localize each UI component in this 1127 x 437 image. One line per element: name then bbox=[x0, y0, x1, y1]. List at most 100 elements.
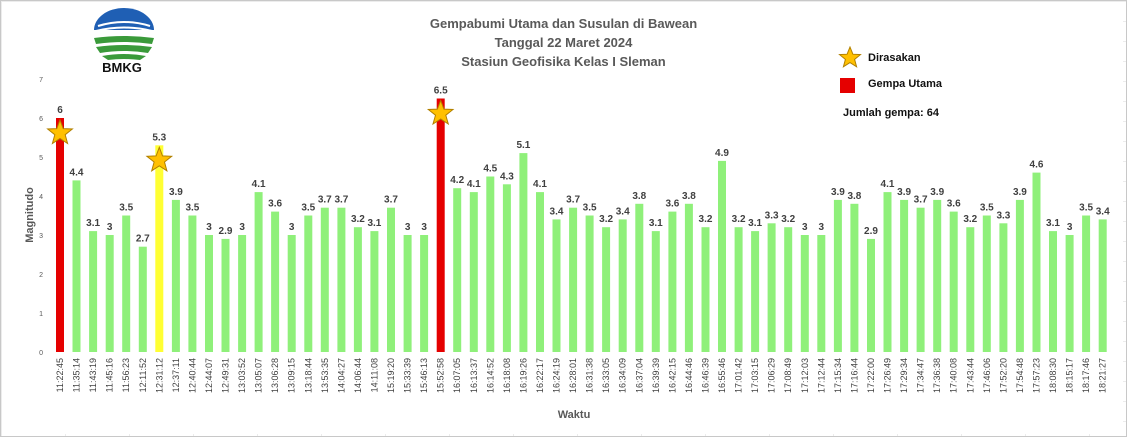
x-tick-label: 16:46:39 bbox=[701, 358, 711, 393]
bar-value-label: 3.9 bbox=[930, 187, 944, 198]
y-tick-label: 5 bbox=[39, 155, 43, 162]
y-tick-label: 2 bbox=[39, 272, 43, 279]
bar-value-label: 3 bbox=[405, 222, 411, 233]
x-tick-label: 16:34:09 bbox=[618, 358, 628, 393]
bar bbox=[486, 176, 495, 352]
earthquake-count: Jumlah gempa: 64 bbox=[843, 107, 939, 119]
bar bbox=[1015, 199, 1024, 352]
bar bbox=[751, 231, 760, 352]
bar-value-label: 4.5 bbox=[483, 164, 497, 175]
bar-value-label: 3.2 bbox=[963, 214, 977, 225]
bar bbox=[999, 223, 1008, 352]
bar bbox=[337, 207, 346, 352]
x-tick-label: 17:34:47 bbox=[916, 358, 926, 393]
bar bbox=[502, 184, 511, 352]
x-tick-label: 17:57:23 bbox=[1032, 358, 1042, 393]
bar bbox=[205, 235, 213, 352]
x-tick-label: 15:33:39 bbox=[403, 358, 413, 393]
y-tick-label: 4 bbox=[39, 194, 43, 201]
bar-value-label: 3.4 bbox=[1096, 206, 1110, 217]
bar bbox=[271, 211, 280, 352]
bar bbox=[1032, 172, 1041, 352]
bar bbox=[320, 207, 329, 352]
x-tick-label: 16:13:37 bbox=[469, 358, 479, 393]
bar bbox=[933, 199, 942, 352]
bar-value-label: 3.1 bbox=[1046, 218, 1060, 229]
x-tick-label: 13:03:52 bbox=[237, 358, 247, 393]
x-tick-label: 15:46:13 bbox=[419, 358, 429, 393]
bar-value-label: 2.7 bbox=[136, 234, 150, 245]
bar-value-label: 6.5 bbox=[434, 86, 448, 97]
bar bbox=[635, 203, 644, 352]
chart-title-line-2: Tanggal 22 Maret 2024 bbox=[494, 35, 633, 50]
bar bbox=[1049, 231, 1057, 352]
x-tick-label: 15:19:20 bbox=[386, 358, 396, 393]
x-tick-label: 16:44:46 bbox=[684, 358, 694, 393]
bar-value-label: 3.5 bbox=[119, 203, 133, 214]
bar-value-label: 3 bbox=[206, 222, 212, 233]
bar-value-label: 3.7 bbox=[318, 195, 332, 206]
x-tick-label: 17:12:03 bbox=[800, 358, 810, 393]
bar-value-label: 3.7 bbox=[566, 195, 580, 206]
bar-value-label: 3.1 bbox=[649, 218, 663, 229]
bar bbox=[602, 227, 611, 352]
bar-value-label: 2.9 bbox=[219, 226, 233, 237]
bar-value-label: 3.2 bbox=[732, 214, 746, 225]
bar-value-label: 3 bbox=[802, 222, 808, 233]
bar-value-label: 4.6 bbox=[1030, 160, 1044, 171]
x-tick-label: 15:52:58 bbox=[436, 358, 446, 393]
bar-value-label: 3.5 bbox=[301, 203, 315, 214]
x-tick-label: 17:08:49 bbox=[783, 358, 793, 393]
x-tick-label: 11:56:23 bbox=[121, 358, 131, 392]
x-tick-label: 16:24:19 bbox=[552, 358, 562, 393]
bar bbox=[684, 203, 693, 352]
x-tick-label: 16:42:15 bbox=[667, 358, 677, 393]
felt-star-icon bbox=[46, 118, 74, 145]
x-tick-label: 12:40:44 bbox=[187, 358, 197, 393]
logo-text: BMKG bbox=[102, 60, 142, 75]
chart-title-line-3: Stasiun Geofisika Kelas I Sleman bbox=[461, 54, 666, 69]
y-tick-label: 1 bbox=[39, 311, 43, 318]
bar-value-label: 3 bbox=[107, 222, 113, 233]
bar bbox=[171, 199, 180, 352]
bar bbox=[867, 238, 875, 352]
bar bbox=[949, 211, 958, 352]
bar bbox=[668, 211, 677, 352]
x-tick-label: 16:18:08 bbox=[502, 358, 512, 393]
bar bbox=[122, 215, 131, 352]
legend-star-icon bbox=[838, 46, 862, 68]
bar-value-label: 2.9 bbox=[864, 226, 878, 237]
bar bbox=[800, 235, 809, 352]
x-tick-label: 16:28:01 bbox=[568, 358, 578, 393]
bar-value-label: 3.1 bbox=[748, 218, 762, 229]
bar-value-label: 3.8 bbox=[632, 191, 646, 202]
bar-value-label: 4.1 bbox=[467, 179, 481, 190]
x-tick-label: 16:14:52 bbox=[485, 358, 495, 393]
x-axis-title: Waktu bbox=[558, 409, 591, 421]
x-tick-label: 17:36:38 bbox=[932, 358, 942, 393]
x-tick-label: 11:22:45 bbox=[55, 358, 65, 392]
bar-value-label: 4.1 bbox=[252, 179, 266, 190]
y-tick-label: 0 bbox=[39, 350, 43, 357]
x-tick-label: 17:52:20 bbox=[998, 358, 1008, 393]
bar-value-label: 5.3 bbox=[152, 132, 166, 143]
bmkg-logo bbox=[94, 8, 154, 60]
bar-value-label: 3.7 bbox=[914, 195, 928, 206]
bar-value-label: 3.9 bbox=[831, 187, 845, 198]
x-tick-label: 17:01:42 bbox=[734, 358, 744, 393]
x-tick-label: 12:31:12 bbox=[154, 358, 164, 393]
bar-value-label: 3.6 bbox=[268, 199, 282, 210]
bar bbox=[436, 98, 445, 352]
bar bbox=[469, 192, 478, 352]
bar bbox=[105, 235, 114, 352]
bar bbox=[817, 235, 826, 352]
x-tick-label: 13:18:44 bbox=[303, 358, 313, 393]
bar bbox=[651, 231, 660, 352]
bar bbox=[370, 231, 379, 352]
bar-value-label: 3.6 bbox=[947, 199, 961, 210]
bar bbox=[1082, 215, 1091, 352]
bar bbox=[453, 188, 462, 352]
bar-value-label: 6 bbox=[57, 105, 63, 116]
bar bbox=[718, 160, 726, 352]
